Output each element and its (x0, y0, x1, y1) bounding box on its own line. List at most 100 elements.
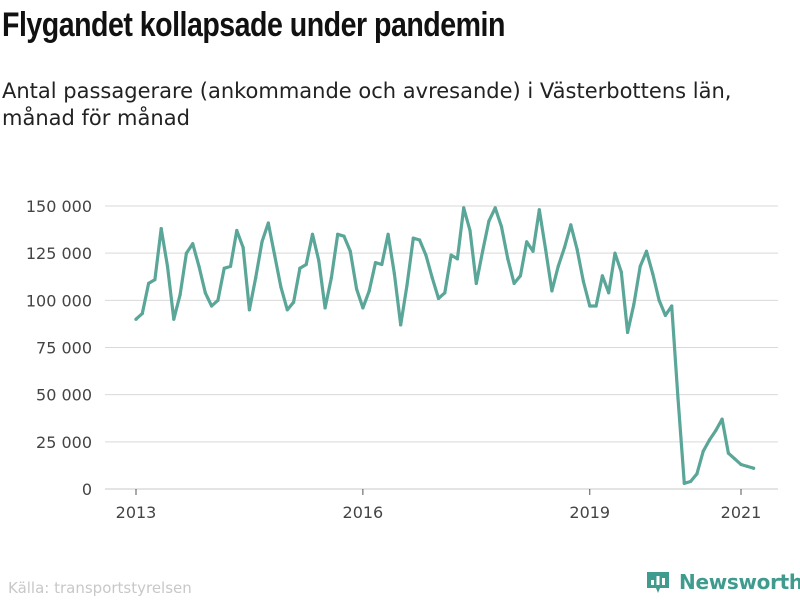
data-point (550, 289, 554, 293)
data-point (651, 272, 655, 276)
data-point (688, 479, 693, 484)
data-point (436, 296, 441, 301)
bar-chart-logo-icon (647, 572, 669, 593)
data-point (172, 317, 176, 321)
data-point (373, 261, 378, 265)
source-note: Källa: transportstyrelsen (8, 579, 192, 597)
data-point (676, 396, 680, 401)
y-tick-label: 25 000 (36, 433, 92, 452)
data-point (745, 464, 749, 468)
data-point (506, 257, 510, 261)
data-point (203, 291, 207, 295)
x-tick-label: 2013 (116, 503, 157, 522)
data-point (644, 249, 649, 253)
data-point (260, 240, 264, 244)
data-point (600, 274, 604, 278)
data-point (380, 262, 384, 267)
data-point (670, 304, 674, 308)
data-point (228, 264, 233, 268)
data-point (285, 308, 289, 312)
data-point (752, 466, 756, 470)
brand-logo[interactable]: Newsworthy (645, 569, 800, 595)
data-point (417, 238, 422, 242)
data-point (298, 266, 302, 270)
data-point (159, 227, 163, 231)
data-point (619, 270, 623, 274)
data-point (607, 291, 611, 295)
data-point (405, 283, 409, 287)
data-point (569, 223, 573, 227)
x-tick-label: 2019 (569, 503, 610, 522)
brand-name: Newsworthy (679, 570, 800, 594)
data-point (714, 428, 718, 433)
data-point (254, 276, 258, 280)
data-point (455, 257, 460, 261)
y-tick-label: 75 000 (36, 339, 92, 358)
data-point (279, 285, 283, 289)
data-point (392, 272, 396, 276)
data-point (726, 451, 730, 455)
data-point (443, 291, 447, 295)
data-point (216, 298, 220, 302)
data-point (191, 242, 195, 246)
data-point (512, 281, 516, 285)
data-point (531, 249, 535, 253)
data-point (323, 306, 327, 310)
data-point (266, 221, 270, 225)
data-point (210, 304, 214, 308)
data-point (575, 247, 579, 251)
data-point (222, 266, 226, 270)
data-point (430, 276, 434, 280)
data-point (720, 417, 724, 421)
data-point (399, 323, 403, 327)
data-point (367, 289, 371, 293)
data-point (342, 234, 346, 238)
data-point (235, 228, 239, 233)
x-tick-label: 2021 (721, 503, 762, 522)
data-point (386, 232, 390, 236)
data-point (733, 457, 737, 461)
data-point (562, 245, 567, 250)
data-point (140, 311, 144, 316)
data-point (632, 302, 636, 306)
data-point (134, 317, 138, 321)
data-point (613, 251, 617, 255)
data-point (178, 293, 182, 297)
data-point (707, 438, 712, 442)
data-point (493, 206, 497, 210)
data-point (310, 232, 315, 236)
data-point (663, 313, 667, 318)
data-point (739, 462, 743, 467)
data-point (468, 228, 472, 233)
data-point (354, 287, 359, 291)
data-point (537, 208, 541, 212)
data-point (165, 264, 170, 268)
data-point (581, 279, 586, 284)
data-point (247, 308, 252, 312)
data-point (153, 277, 157, 282)
data-point (329, 276, 333, 280)
data-point (695, 472, 699, 476)
data-point (594, 304, 598, 308)
data-point (411, 236, 415, 240)
chart-title: Flygandet kollapsade under pandemin (2, 6, 505, 44)
data-point (184, 251, 189, 255)
y-tick-label: 125 000 (26, 244, 92, 263)
y-tick-label: 0 (82, 480, 92, 499)
data-point (657, 298, 661, 302)
data-point (518, 274, 523, 278)
data-point (291, 300, 296, 304)
data-point (449, 253, 453, 257)
data-point (625, 330, 630, 335)
data-point (701, 449, 705, 453)
data-point (487, 219, 491, 223)
chart-subtitle: Antal passagerare (ankommande och avresa… (2, 79, 732, 130)
data-point (273, 253, 277, 257)
data-point (336, 232, 340, 236)
data-point (556, 264, 560, 268)
data-point (348, 249, 352, 253)
data-point (638, 264, 642, 268)
data-point (682, 481, 686, 485)
data-point (481, 249, 485, 253)
